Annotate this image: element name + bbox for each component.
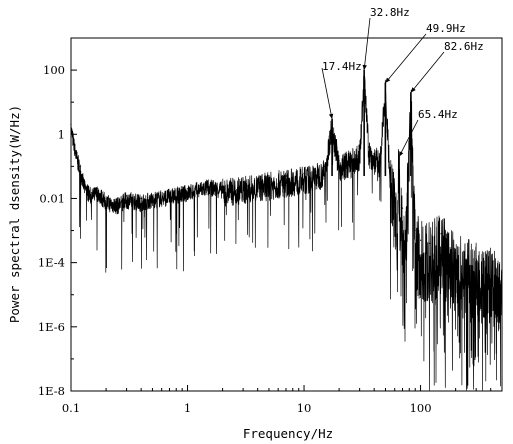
data-point xyxy=(312,170,314,172)
data-point xyxy=(349,156,351,158)
data-point xyxy=(394,197,396,200)
data-point xyxy=(338,160,340,162)
data-point xyxy=(368,146,370,148)
data-point xyxy=(455,252,457,254)
annotation-leader xyxy=(321,67,333,120)
annotation-label: 17.4Hz xyxy=(322,60,362,73)
annotation-arrowhead xyxy=(362,64,367,71)
y-tick-label: 1 xyxy=(58,127,65,141)
data-point xyxy=(140,197,142,200)
annotation-arrowhead xyxy=(399,151,404,157)
data-point xyxy=(268,178,270,180)
axis-ticks: 0.1 1 10 100 1E-8 1E-6 1E-4 0.01 1 100 xyxy=(38,63,492,415)
data-point xyxy=(105,197,107,200)
annotation-label: 82.6Hz xyxy=(444,40,484,53)
psd-series xyxy=(70,64,503,391)
data-point xyxy=(126,195,128,197)
data-point xyxy=(75,150,77,152)
y-tick-label: 1E-6 xyxy=(38,320,65,334)
psd-trace xyxy=(70,64,503,391)
data-point xyxy=(207,182,209,184)
data-point xyxy=(379,156,381,158)
y-tick-label: 1E-8 xyxy=(38,384,65,398)
data-point xyxy=(116,201,118,203)
data-point xyxy=(420,239,422,241)
data-point xyxy=(151,195,153,197)
data-point xyxy=(90,192,93,194)
y-tick-label: 100 xyxy=(43,63,65,77)
annotation-leader xyxy=(398,119,419,157)
data-point xyxy=(168,192,171,194)
annotation-label: 32.8Hz xyxy=(370,6,410,19)
annotation-leader xyxy=(385,33,427,84)
data-point xyxy=(475,262,477,264)
data-point xyxy=(79,165,81,167)
plot-frame xyxy=(70,37,503,392)
data-point xyxy=(401,207,404,209)
peak-annotations: 32.8Hz 49.9Hz 82.6Hz 17.4Hz 65.4Hz xyxy=(321,6,484,157)
y-tick-label: 1E-4 xyxy=(38,256,65,270)
data-point xyxy=(242,182,244,184)
data-point xyxy=(186,188,189,190)
annotation-label: 49.9Hz xyxy=(426,22,466,35)
annotation-arrowhead xyxy=(328,113,334,119)
data-point xyxy=(303,172,305,175)
annotation-label: 65.4Hz xyxy=(418,108,458,121)
x-tick-label: 1 xyxy=(184,401,191,415)
data-point xyxy=(373,153,375,155)
data-point xyxy=(97,188,99,190)
y-tick-label: 0.01 xyxy=(39,191,65,205)
data-point xyxy=(324,165,326,167)
x-tick-label: 100 xyxy=(410,401,432,415)
data-point xyxy=(285,175,287,177)
data-point xyxy=(359,150,361,152)
data-point xyxy=(83,182,85,184)
data-point xyxy=(405,220,407,222)
annotation-arrowhead xyxy=(385,77,391,83)
annotation-arrowhead xyxy=(410,87,416,93)
annotation-leader xyxy=(363,17,371,71)
data-point xyxy=(414,229,416,232)
data-point xyxy=(440,233,442,235)
y-axis-title: Power spectral dsensity(W/Hz) xyxy=(7,105,22,323)
data-point xyxy=(222,185,224,187)
x-tick-label: 10 xyxy=(297,401,312,415)
data-point xyxy=(429,242,431,244)
x-axis-title: Frequency/Hz xyxy=(243,426,333,441)
x-tick-label: 0.1 xyxy=(62,401,80,415)
data-point xyxy=(389,175,391,177)
annotation-leader xyxy=(410,51,445,93)
